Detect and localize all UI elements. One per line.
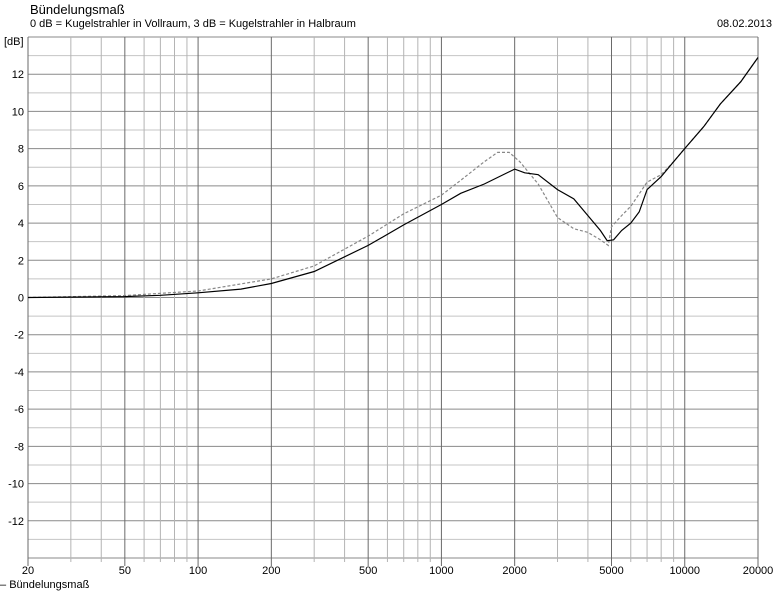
legend-label: Bündelungsmaß	[9, 579, 90, 591]
x-tick-label: 50	[119, 565, 131, 577]
y-tick-label: -2	[14, 330, 24, 342]
y-tick-label: 4	[18, 218, 24, 230]
x-tick-label: 20000	[743, 565, 774, 577]
x-tick-label: 2000	[502, 565, 526, 577]
y-tick-label: 6	[18, 181, 24, 193]
y-tick-label: 10	[12, 106, 24, 118]
series-line-buendelungsmass	[27, 57, 759, 299]
y-tick-label: 2	[18, 255, 24, 267]
y-tick-label: -6	[14, 404, 24, 416]
y-tick-label: 12	[12, 69, 24, 81]
y-tick-label: -8	[14, 441, 24, 453]
x-tick-label: 200	[262, 565, 280, 577]
y-tick-label: 8	[18, 144, 24, 156]
y-tick-label: -12	[8, 516, 24, 528]
chart-date: 08.02.2013	[716, 18, 772, 30]
legend-entry: – Bündelungsmaß	[0, 579, 90, 591]
x-tick-label: 5000	[599, 565, 623, 577]
y-tick-label: -10	[8, 479, 24, 491]
x-tick-label: 20	[22, 565, 34, 577]
y-tick-label: 0	[18, 293, 24, 305]
x-tick-label: 100	[189, 565, 207, 577]
y-axis-label: [dB]	[4, 36, 24, 48]
x-tick-label: 10000	[669, 565, 700, 577]
series-line-dashed	[27, 57, 759, 299]
x-tick-label: 1000	[429, 565, 453, 577]
chart-subtitle: 0 dB = Kugelstrahler in Vollraum, 3 dB =…	[30, 18, 356, 30]
chart-title: Bündelungsmaß	[30, 2, 125, 17]
y-tick-label: -4	[14, 367, 24, 379]
x-tick-label: 500	[359, 565, 377, 577]
